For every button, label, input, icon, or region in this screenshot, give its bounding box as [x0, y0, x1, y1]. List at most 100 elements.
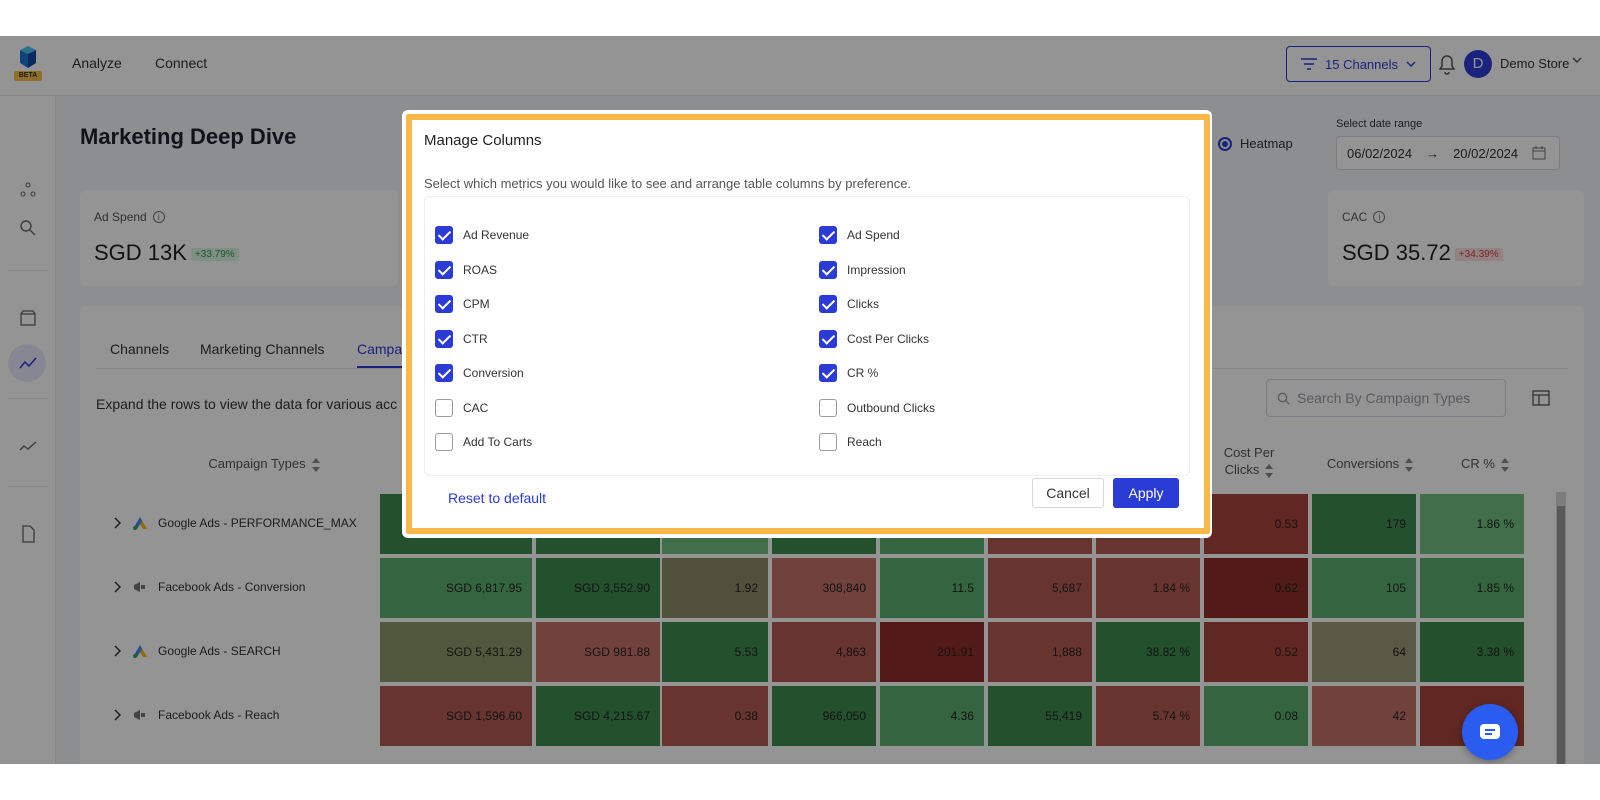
nodes-icon[interactable]: [18, 180, 38, 200]
chevron-right-icon[interactable]: [114, 581, 122, 593]
column-option-ctr[interactable]: CTR: [435, 329, 488, 348]
checkbox-checked-icon[interactable]: [819, 364, 837, 382]
option-label: Ad Revenue: [463, 228, 530, 242]
checkbox-unchecked-icon[interactable]: [819, 398, 837, 417]
checkbox-checked-icon[interactable]: [435, 226, 453, 244]
heatmap-label: Heatmap: [1240, 136, 1293, 151]
option-label: Add To Carts: [463, 435, 533, 449]
line-chart-icon[interactable]: [18, 436, 38, 456]
document-icon[interactable]: [18, 524, 38, 544]
table-cell: 105: [1312, 558, 1416, 618]
table-cell: 55,419: [988, 686, 1092, 746]
table-cell: 0.38: [662, 686, 768, 746]
column-option-ad-spend[interactable]: Ad Spend: [819, 226, 900, 244]
header-campaign-types[interactable]: Campaign Types: [154, 456, 374, 472]
bell-icon[interactable]: [1436, 52, 1458, 76]
campaign-name: Facebook Ads - Conversion: [158, 580, 306, 594]
manage-columns-icon[interactable]: [1532, 390, 1550, 406]
scrollbar-thumb[interactable]: [1557, 506, 1565, 764]
date-from: 06/02/2024: [1347, 145, 1413, 161]
checkbox-checked-icon[interactable]: [819, 226, 837, 244]
column-option-cr[interactable]: CR %: [819, 364, 878, 382]
chat-button[interactable]: [1462, 704, 1518, 760]
store-icon[interactable]: [18, 308, 38, 328]
checkbox-checked-icon[interactable]: [435, 329, 453, 348]
channels-filter-button[interactable]: 15 Channels: [1286, 46, 1431, 82]
table-cell: 1.85 %: [1420, 558, 1524, 618]
google-ads-icon: [133, 645, 147, 658]
sidebar-divider: [8, 270, 48, 271]
column-option-cac[interactable]: CAC: [435, 398, 488, 417]
checkbox-checked-icon[interactable]: [819, 329, 837, 348]
date-to: 20/02/2024: [1453, 145, 1519, 161]
trend-chart-icon[interactable]: [18, 353, 38, 373]
filter-icon: [1301, 58, 1317, 70]
column-option-add-to-carts[interactable]: Add To Carts: [435, 433, 532, 451]
table-row[interactable]: Facebook Ads - Reach: [114, 708, 279, 722]
kpi-value: SGD 35.72: [1342, 240, 1451, 265]
column-option-impression[interactable]: Impression: [819, 260, 906, 279]
info-icon[interactable]: i: [1373, 211, 1386, 223]
table-cell: 11.5: [880, 558, 984, 618]
search-input[interactable]: Search By Campaign Types: [1266, 379, 1506, 417]
table-cell: 0.52: [1204, 622, 1308, 682]
info-icon[interactable]: i: [152, 211, 165, 223]
checkbox-checked-icon[interactable]: [435, 364, 453, 382]
kpi-card-ad-spend: Ad Spend i SGD 13K +33.79%: [80, 190, 398, 286]
checkbox-checked-icon[interactable]: [435, 295, 453, 313]
chevron-right-icon[interactable]: [114, 517, 122, 529]
column-option-outbound-clicks[interactable]: Outbound Clicks: [819, 398, 935, 417]
reset-to-default-link[interactable]: Reset to default: [448, 490, 547, 506]
nav-analyze[interactable]: Analyze: [72, 55, 122, 71]
checkbox-unchecked-icon[interactable]: [435, 398, 453, 417]
apply-button[interactable]: Apply: [1113, 478, 1179, 508]
table-row[interactable]: Google Ads - PERFORMANCE_MAX: [114, 516, 357, 530]
megaphone-icon: [134, 582, 145, 592]
tab-marketing-channels[interactable]: Marketing Channels: [200, 341, 325, 357]
column-option-ad-revenue[interactable]: Ad Revenue: [435, 226, 529, 244]
cancel-button[interactable]: Cancel: [1032, 478, 1104, 508]
calendar-icon: [1532, 146, 1546, 160]
kpi-label: Ad Spend: [94, 210, 147, 224]
avatar[interactable]: D: [1464, 50, 1492, 78]
sort-icon: [1405, 457, 1414, 472]
table-cell: 5,687: [988, 558, 1092, 618]
tab-campaigns[interactable]: Campa: [357, 341, 403, 357]
channels-label: 15 Channels: [1325, 56, 1398, 72]
column-option-cpm[interactable]: CPM: [435, 295, 490, 313]
header-conversions[interactable]: Conversions: [1316, 456, 1424, 472]
nav-connect[interactable]: Connect: [155, 55, 208, 71]
checkbox-checked-icon[interactable]: [435, 260, 453, 279]
table-cell: SGD 5,431.29: [380, 622, 532, 682]
header-cr[interactable]: CR %: [1440, 456, 1530, 472]
megaphone-icon: [134, 710, 145, 720]
chevron-right-icon[interactable]: [114, 645, 122, 657]
checkbox-unchecked-icon[interactable]: [435, 433, 453, 451]
date-range-picker[interactable]: 06/02/2024 → 20/02/2024: [1336, 136, 1560, 170]
search-placeholder: Search By Campaign Types: [1297, 390, 1471, 406]
store-name[interactable]: Demo Store: [1500, 56, 1570, 71]
option-label: Impression: [847, 262, 906, 277]
column-option-roas[interactable]: ROAS: [435, 260, 497, 279]
google-ads-icon: [133, 517, 147, 530]
checkbox-checked-icon[interactable]: [819, 260, 837, 279]
chat-icon: [1480, 724, 1500, 739]
tab-channels[interactable]: Channels: [110, 341, 170, 357]
column-option-conversion[interactable]: Conversion: [435, 364, 524, 382]
header-cost-per-clicks[interactable]: Cost Per Clicks: [1223, 445, 1275, 478]
checkbox-unchecked-icon[interactable]: [819, 433, 837, 451]
checkbox-checked-icon[interactable]: [819, 295, 837, 313]
app-logo[interactable]: BETA: [14, 46, 42, 86]
chevron-right-icon[interactable]: [114, 709, 122, 721]
column-option-reach[interactable]: Reach: [819, 433, 882, 451]
table-cell: 4.36: [880, 686, 984, 746]
heatmap-radio[interactable]: Heatmap: [1218, 136, 1293, 151]
column-option-clicks[interactable]: Clicks: [819, 295, 879, 313]
table-row[interactable]: Facebook Ads - Conversion: [114, 580, 305, 594]
chevron-down-icon[interactable]: [1572, 57, 1582, 63]
table-row[interactable]: Google Ads - SEARCH: [114, 644, 281, 658]
column-option-cost-per-clicks[interactable]: Cost Per Clicks: [819, 329, 929, 348]
kpi-change-badge: +33.79%: [190, 247, 239, 261]
table-cell: SGD 4,215.67: [536, 686, 660, 746]
search-analytics-icon[interactable]: [18, 218, 38, 238]
